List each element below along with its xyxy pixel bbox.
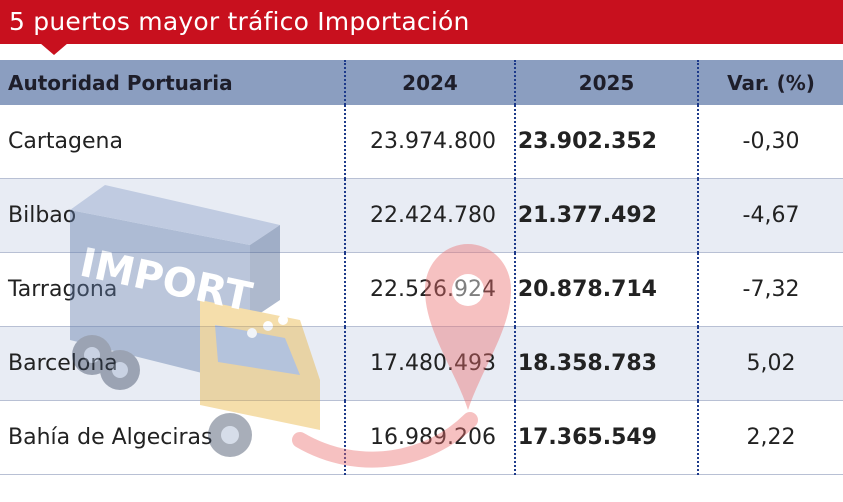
port-name: Bahía de Algeciras <box>0 400 345 475</box>
table-row: Barcelona 17.480.493 18.358.783 5,02 <box>0 326 843 401</box>
value-2024: 17.480.493 <box>344 326 515 401</box>
value-2025: 21.377.492 <box>514 178 698 253</box>
value-2025: 23.902.352 <box>514 105 698 179</box>
port-name: Cartagena <box>0 105 345 179</box>
port-name: Tarragona <box>0 252 345 327</box>
port-name: Barcelona <box>0 326 345 401</box>
title-notch <box>40 43 68 55</box>
table-row: Cartagena 23.974.800 23.902.352 -0,30 <box>0 105 843 179</box>
header-2025: 2025 <box>514 60 698 105</box>
ports-table: Autoridad Portuaria 2024 2025 Var. (%) C… <box>0 60 843 475</box>
value-var: -0,30 <box>697 105 843 179</box>
value-2025: 17.365.549 <box>514 400 698 475</box>
title-bar: 5 puertos mayor tráfico Importación <box>0 0 843 44</box>
value-var: -4,67 <box>697 178 843 253</box>
value-2024: 22.424.780 <box>344 178 515 253</box>
table-row: Bilbao 22.424.780 21.377.492 -4,67 <box>0 178 843 253</box>
table-row: Tarragona 22.526.924 20.878.714 -7,32 <box>0 252 843 327</box>
header-port: Autoridad Portuaria <box>0 60 345 105</box>
value-2025: 20.878.714 <box>514 252 698 327</box>
value-var: -7,32 <box>697 252 843 327</box>
port-name: Bilbao <box>0 178 345 253</box>
page-title: 5 puertos mayor tráfico Importación <box>9 7 470 36</box>
value-var: 2,22 <box>697 400 843 475</box>
value-var: 5,02 <box>697 326 843 401</box>
value-2024: 23.974.800 <box>344 105 515 179</box>
header-2024: 2024 <box>344 60 515 105</box>
header-var: Var. (%) <box>697 60 843 105</box>
value-2024: 16.989.206 <box>344 400 515 475</box>
table-header-row: Autoridad Portuaria 2024 2025 Var. (%) <box>0 60 843 105</box>
table-row: Bahía de Algeciras 16.989.206 17.365.549… <box>0 400 843 475</box>
value-2024: 22.526.924 <box>344 252 515 327</box>
value-2025: 18.358.783 <box>514 326 698 401</box>
